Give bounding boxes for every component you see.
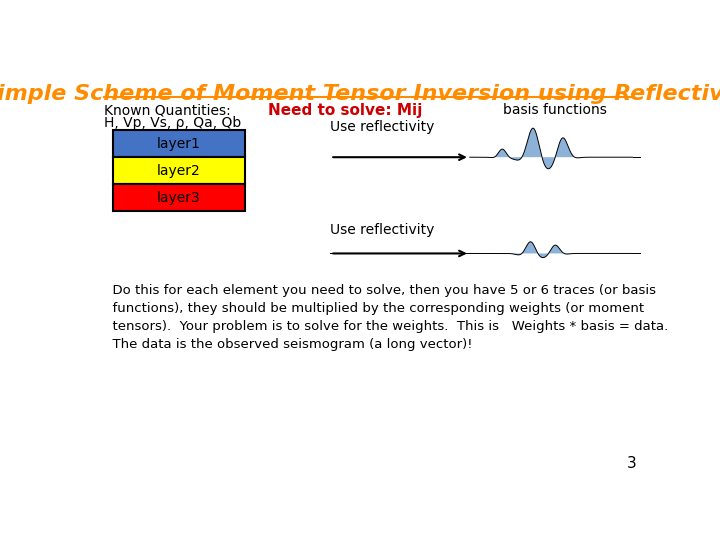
Text: layer1: layer1 — [157, 137, 201, 151]
Text: Known Quantities:: Known Quantities: — [104, 103, 230, 117]
Text: Use reflectivity: Use reflectivity — [330, 120, 435, 134]
FancyBboxPatch shape — [113, 157, 245, 184]
FancyBboxPatch shape — [113, 130, 245, 157]
Text: H, Vp, Vs, ρ, Qa, Qb: H, Vp, Vs, ρ, Qa, Qb — [104, 116, 241, 130]
Text: layer2: layer2 — [157, 164, 201, 178]
Text: Need to solve: Mij: Need to solve: Mij — [269, 103, 423, 118]
Text: Do this for each element you need to solve, then you have 5 or 6 traces (or basi: Do this for each element you need to sol… — [104, 284, 668, 351]
Text: Use reflectivity: Use reflectivity — [330, 222, 435, 237]
Text: basis functions: basis functions — [503, 103, 607, 117]
Text: Simple Scheme of Moment Tensor Inversion using Reflectivity: Simple Scheme of Moment Tensor Inversion… — [0, 84, 720, 104]
Text: layer3: layer3 — [157, 191, 201, 205]
FancyBboxPatch shape — [113, 184, 245, 211]
Text: 3: 3 — [626, 456, 636, 471]
